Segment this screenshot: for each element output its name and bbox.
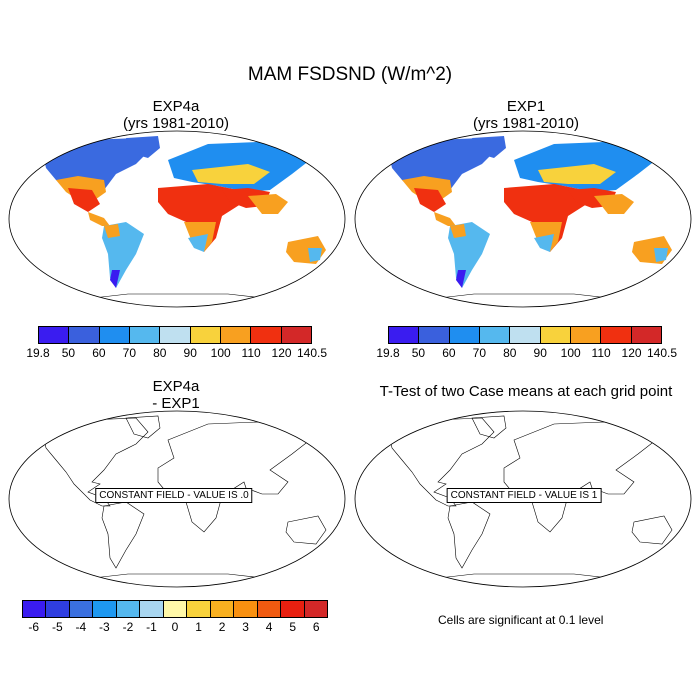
- colorbar-swatch: [234, 601, 258, 617]
- colorbar-swatch: [251, 327, 282, 343]
- colorbar-tick-label: 4: [265, 620, 273, 634]
- constant-field-label-difference: CONSTANT FIELD - VALUE IS .0: [95, 488, 253, 503]
- colorbar-tick-label: 0: [171, 620, 179, 634]
- colorbar-tick-label: 100: [560, 346, 581, 360]
- colorbar-tick-label: 110: [591, 346, 611, 360]
- panel3-title-line1: EXP4a: [152, 378, 200, 395]
- colorbar-tick-label: 3: [242, 620, 249, 634]
- significance-note: Cells are significant at 0.1 level: [438, 613, 604, 627]
- colorbar-tick-label: -2: [122, 620, 134, 634]
- colorbar-tick-label: 140.5: [296, 346, 328, 360]
- colorbar-tick-label: 80: [503, 346, 517, 360]
- colorbar-tick-label: 70: [472, 346, 487, 360]
- colorbar-swatch: [304, 601, 328, 617]
- colorbar-tick-label: 50: [411, 346, 426, 360]
- colorbar-swatch: [631, 327, 661, 343]
- colorbar-tick-label: 70: [122, 346, 137, 360]
- colorbar-swatch: [163, 601, 188, 617]
- colorbar-tick-label: 19.8: [376, 346, 400, 360]
- colorbar-swatch: [601, 327, 632, 343]
- colorbar-tick-label: 60: [92, 346, 106, 360]
- colorbar-swatch: [220, 327, 252, 343]
- colorbar-tick-label: 120: [271, 346, 292, 360]
- colorbar-tick-label: -1: [146, 620, 157, 634]
- colorbar-tick-label: -5: [51, 620, 63, 634]
- colorbar-swatch: [23, 601, 47, 617]
- map-panel-ttest: [354, 410, 692, 588]
- colorbar-difference-labels: -6 -5 -4 -3 -2 -1 0 1 2 3 4 5 6: [22, 620, 328, 636]
- colorbar-swatch: [281, 601, 305, 617]
- panel2-title: EXP1 (yrs 1981-2010): [426, 98, 626, 132]
- colorbar-swatch: [510, 327, 541, 343]
- colorbar-tick-label: 60: [442, 346, 456, 360]
- colorbar-exp4a-labels: 19.8 50 60 70 80 90 100 110 120 140.5: [26, 346, 327, 362]
- colorbar-tick-label: 90: [533, 346, 547, 360]
- colorbar-swatch: [540, 327, 571, 343]
- map-panel-difference: [8, 410, 346, 588]
- colorbar-swatch: [46, 601, 70, 617]
- colorbar-swatch: [69, 601, 94, 617]
- colorbar-tick-label: 110: [241, 346, 261, 360]
- colorbar-swatch: [210, 601, 235, 617]
- colorbar-swatch: [479, 327, 511, 343]
- colorbar-swatch: [449, 327, 480, 343]
- colorbar-tick-label: 100: [210, 346, 231, 360]
- panel3-title-line2: - EXP1: [152, 395, 200, 412]
- colorbar-tick-label: 1: [195, 620, 202, 634]
- panel4-title: T-Test of two Case means at each grid po…: [379, 383, 673, 400]
- colorbar-tick-label: 2: [218, 620, 226, 634]
- colorbar-swatch: [160, 327, 191, 343]
- colorbar-exp1-labels: 19.8 50 60 70 80 90 100 110 120 140.5: [376, 346, 677, 362]
- colorbar-swatch: [129, 327, 161, 343]
- panel2-title-line1: EXP1: [506, 98, 546, 115]
- figure-title: MAM FSDSND (W/m^2): [247, 64, 453, 85]
- map-panel-exp4a: [8, 130, 346, 308]
- colorbar-tick-label: 140.5: [646, 346, 678, 360]
- colorbar-tick-label: -4: [75, 620, 87, 634]
- colorbar-swatch: [187, 601, 211, 617]
- constant-field-label-ttest: CONSTANT FIELD - VALUE IS 1: [446, 488, 602, 503]
- panel3-title: EXP4a - EXP1: [76, 378, 276, 412]
- colorbar-swatch: [99, 327, 130, 343]
- map-panel-exp1: [354, 130, 692, 308]
- colorbar-tick-label: -3: [99, 620, 110, 634]
- colorbar-difference: [22, 600, 328, 618]
- colorbar-swatch: [39, 327, 70, 343]
- colorbar-tick-label: 80: [153, 346, 167, 360]
- colorbar-tick-label: 6: [312, 620, 320, 634]
- panel1-title-line1: EXP4a: [152, 98, 200, 115]
- colorbar-exp1: [388, 326, 662, 344]
- colorbar-swatch: [93, 601, 117, 617]
- colorbar-tick-label: 90: [183, 346, 197, 360]
- colorbar-swatch: [69, 327, 100, 343]
- colorbar-swatch: [257, 601, 282, 617]
- colorbar-swatch: [570, 327, 602, 343]
- panel1-title-line2: (yrs 1981-2010): [123, 115, 229, 132]
- colorbar-swatch: [190, 327, 221, 343]
- colorbar-tick-label: 120: [621, 346, 642, 360]
- colorbar-swatch: [281, 327, 311, 343]
- colorbar-swatch: [140, 601, 164, 617]
- colorbar-tick-label: 50: [61, 346, 76, 360]
- colorbar-swatch: [116, 601, 141, 617]
- panel2-title-line2: (yrs 1981-2010): [473, 115, 579, 132]
- panel1-title: EXP4a (yrs 1981-2010): [76, 98, 276, 132]
- colorbar-tick-label: -6: [28, 620, 40, 634]
- colorbar-swatch: [419, 327, 450, 343]
- colorbar-swatch: [389, 327, 420, 343]
- colorbar-tick-label: 5: [289, 620, 297, 634]
- colorbar-exp4a: [38, 326, 312, 344]
- colorbar-tick-label: 19.8: [26, 346, 50, 360]
